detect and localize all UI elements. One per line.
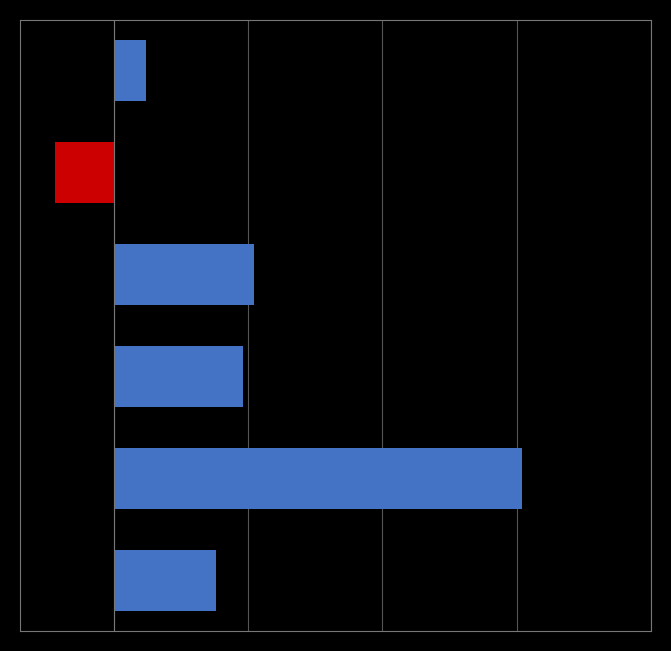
Bar — [114, 244, 254, 305]
Bar — [114, 40, 146, 101]
Bar — [55, 142, 114, 203]
Bar — [114, 550, 216, 611]
Bar — [114, 448, 522, 509]
Bar — [114, 346, 243, 407]
